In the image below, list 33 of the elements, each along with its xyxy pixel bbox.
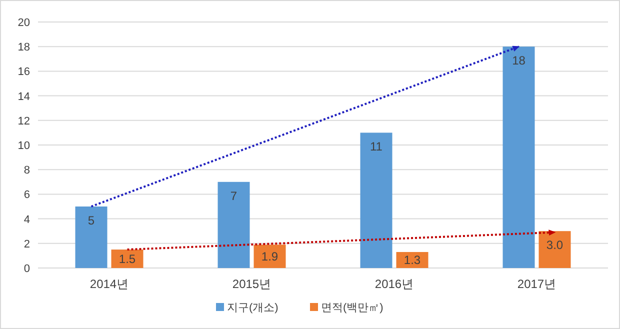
legend-label: 면적(백만㎡) [321, 302, 384, 314]
y-tick-label: 16 [18, 66, 30, 78]
x-tick-label: 2017년 [517, 277, 556, 291]
legend-label: 지구(개소) [227, 302, 278, 314]
y-tick-label: 12 [18, 115, 30, 128]
bar [360, 132, 392, 268]
y-tick-label: 0 [24, 263, 30, 275]
y-tick-label: 4 [24, 214, 30, 226]
y-tick-label: 6 [24, 189, 30, 202]
data-label: 7 [230, 188, 238, 203]
y-tick-label: 10 [18, 140, 30, 152]
bar [538, 231, 571, 268]
data-label: 18 [512, 54, 526, 68]
bar [218, 182, 250, 268]
y-tick-label: 20 [18, 17, 30, 29]
data-label: 11 [370, 140, 383, 154]
bar [254, 244, 286, 268]
y-tick-label: 14 [18, 90, 30, 103]
bar [396, 252, 428, 268]
y-tick-label: 8 [24, 164, 30, 177]
y-tick-label: 18 [18, 42, 30, 54]
data-label: 1.9 [261, 249, 278, 264]
data-label: 3.0 [546, 238, 564, 252]
x-tick-label: 2015년 [232, 277, 272, 291]
data-label: 5 [88, 214, 95, 228]
bar [502, 46, 535, 268]
bar [75, 206, 108, 268]
y-tick-label: 2 [24, 238, 30, 250]
data-label: 1.5 [118, 252, 136, 266]
x-tick-label: 2014년 [90, 277, 129, 291]
x-tick-label: 2016년 [374, 277, 414, 291]
data-label: 1.3 [404, 253, 421, 268]
bar [111, 250, 144, 268]
